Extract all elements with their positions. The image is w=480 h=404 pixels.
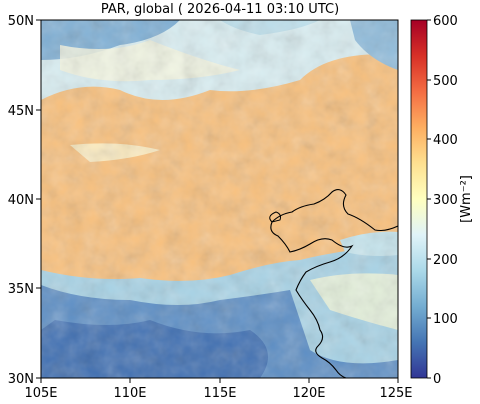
par-field	[41, 20, 398, 378]
colorbar-tick-label: 0	[433, 372, 441, 387]
colorbar-tick-label: 200	[433, 253, 458, 268]
lon-tick-label: 115E	[203, 386, 236, 401]
colorbar-tick-label: 300	[433, 193, 458, 208]
colorbar: 600 500 400 300 200 100 0 [Wm⁻²]	[410, 14, 474, 387]
lon-axis: 105E 110E 115E 120E 125E	[24, 378, 413, 401]
lat-axis: 50N 45N 40N 35N 30N	[8, 14, 41, 387]
colorbar-tick-label: 600	[433, 14, 458, 29]
lat-tick-label: 40N	[8, 193, 34, 208]
lon-tick-label: 125E	[379, 386, 412, 401]
colorbar-unit-label: [Wm⁻²]	[459, 175, 474, 223]
coastline	[270, 189, 398, 378]
colorbar-tick-label: 500	[433, 74, 458, 89]
lon-tick-label: 105E	[24, 386, 57, 401]
colorbar-tick-label: 100	[433, 312, 458, 327]
colorbar-gradient	[410, 19, 428, 379]
lat-tick-label: 30N	[8, 372, 34, 387]
lon-tick-label: 120E	[292, 386, 325, 401]
colorbar-tick-label: 400	[433, 133, 458, 148]
lon-tick-label: 110E	[113, 386, 146, 401]
lat-tick-label: 50N	[8, 14, 34, 29]
lat-tick-label: 35N	[8, 282, 34, 297]
map-title: PAR, global ( 2026-04-11 03:10 UTC)	[100, 2, 340, 17]
lat-tick-label: 45N	[8, 104, 34, 119]
